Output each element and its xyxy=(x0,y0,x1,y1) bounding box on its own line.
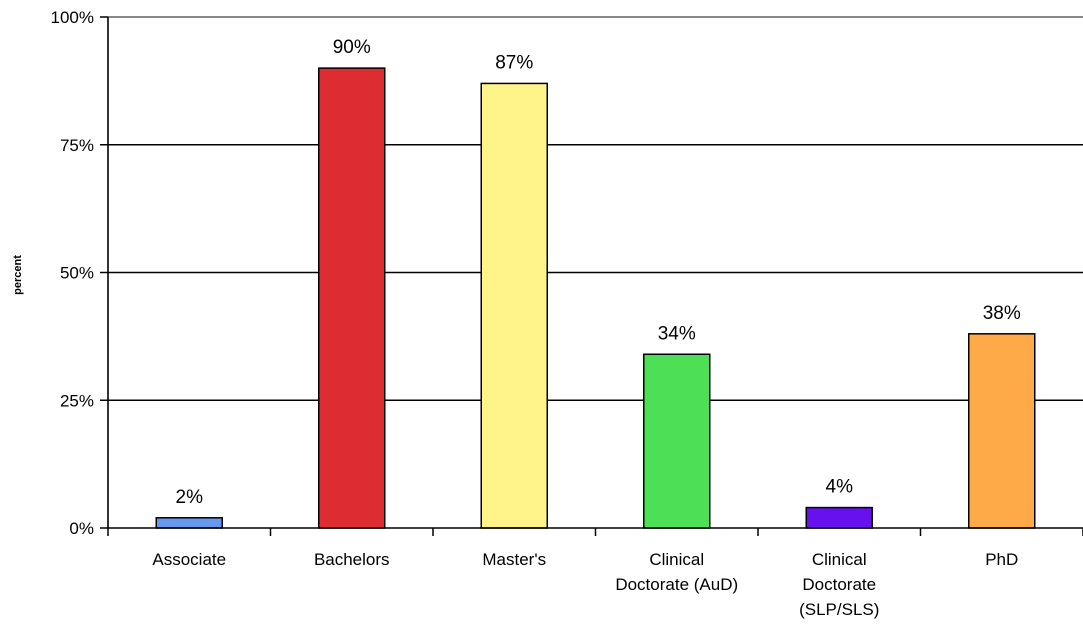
bar xyxy=(805,506,873,529)
data-label: 90% xyxy=(333,37,371,58)
data-label: 87% xyxy=(495,52,533,73)
y-tick-label: 100% xyxy=(51,8,94,27)
gridlines xyxy=(108,16,1083,402)
y-tick-label: 0% xyxy=(69,519,94,538)
bars xyxy=(155,67,1036,529)
x-tick-label: Master's xyxy=(482,550,546,569)
bar xyxy=(318,67,386,529)
y-tick-label: 50% xyxy=(60,264,94,283)
data-label: 38% xyxy=(983,303,1021,324)
bar xyxy=(480,82,548,529)
x-tick-label: PhD xyxy=(985,550,1018,569)
x-tick-label: Clinical Doctorate (SLP/SLS) xyxy=(799,550,879,619)
data-label: 2% xyxy=(176,487,204,508)
y-tick-label: 25% xyxy=(60,391,94,410)
x-tick-label: Associate xyxy=(152,550,226,569)
x-tick-label: Bachelors xyxy=(314,550,390,569)
labels: 0% 25% 50% 75% 100% 2% Associate 90% Bachelors 87… xyxy=(51,8,1021,619)
data-label: 34% xyxy=(658,323,696,344)
axes xyxy=(100,16,1083,536)
x-tick-label: Clinical Doctorate (AuD) xyxy=(615,550,738,594)
data-label: 4% xyxy=(826,477,854,498)
y-axis-title: percent xyxy=(12,255,24,295)
y-tick-label: 75% xyxy=(60,136,94,155)
bar xyxy=(155,517,223,529)
bar xyxy=(968,333,1036,529)
bar xyxy=(643,353,711,529)
